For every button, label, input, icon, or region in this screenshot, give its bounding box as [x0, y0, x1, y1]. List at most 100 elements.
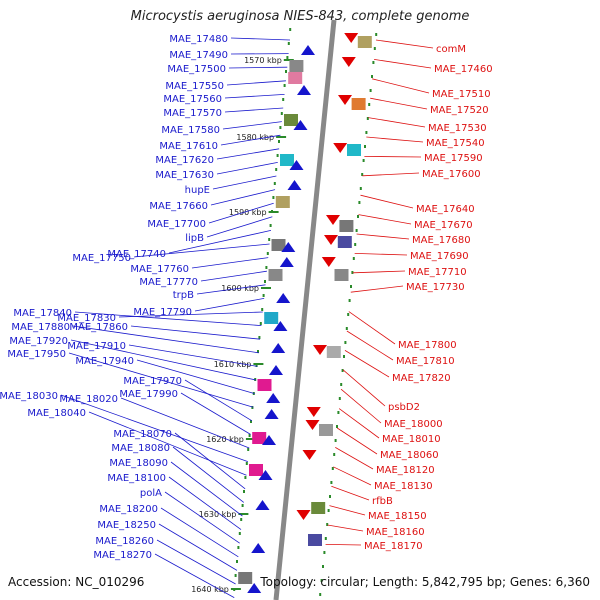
track-dot-right — [333, 453, 336, 456]
left-gene-label: MAE_17560 — [163, 94, 222, 105]
left-gene-label: MAE_17880 — [11, 322, 70, 333]
right-leader-line — [354, 253, 408, 256]
track-dot-right — [319, 593, 322, 596]
track-dot-right — [322, 565, 324, 568]
gene-box-left — [271, 239, 286, 251]
gene-box-right — [311, 502, 326, 514]
track-dot-right — [375, 33, 378, 36]
track-dot-right — [345, 327, 348, 330]
gene-box-left — [238, 572, 253, 584]
left-leader-line — [120, 397, 250, 449]
gene-arrow-left — [293, 120, 308, 130]
gene-arrow-left — [264, 409, 279, 419]
track-dot-left — [259, 322, 262, 325]
left-gene-label: MAE_17950 — [7, 349, 66, 360]
left-leader-line — [156, 539, 236, 585]
right-leader-line — [372, 78, 430, 94]
track-dot-left — [244, 476, 247, 479]
genome-axis — [273, 19, 337, 600]
gene-arrow-left — [266, 393, 281, 403]
right-leader-line — [325, 544, 362, 546]
right-gene-label: MAE_17670 — [414, 220, 473, 231]
left-gene-label: MAE_17790 — [133, 307, 192, 318]
right-gene-label: comM — [436, 44, 466, 55]
left-leader-line — [184, 379, 253, 422]
left-leader-line — [196, 284, 266, 295]
gene-arrow-right — [338, 95, 352, 105]
right-gene-label: MAE_18170 — [364, 541, 423, 552]
kbp-label: 1630 kbp — [199, 510, 237, 519]
track-dot-right — [371, 75, 373, 78]
track-dot-right — [330, 481, 333, 484]
left-leader-line — [210, 189, 276, 206]
left-gene-label: MAE_17970 — [123, 376, 182, 387]
kbp-label: 1580 kbp — [236, 133, 274, 142]
left-leader-line — [216, 148, 280, 160]
left-leader-line — [60, 394, 248, 462]
gene-box-left — [289, 60, 304, 72]
right-gene-label: MAE_17800 — [398, 340, 457, 351]
right-leader-line — [358, 214, 412, 225]
right-leader-line — [368, 117, 426, 128]
right-gene-label: rfbB — [372, 496, 393, 507]
left-leader-line — [158, 523, 238, 571]
right-gene-label: MAE_18150 — [368, 511, 427, 522]
left-leader-line — [168, 230, 272, 254]
right-gene-label: MAE_17600 — [422, 169, 481, 180]
gene-arrow-left — [287, 180, 302, 190]
gene-box-left — [284, 114, 298, 126]
gene-arrow-right — [344, 33, 359, 43]
track-dot-left — [247, 448, 250, 451]
track-dot-right — [327, 509, 330, 512]
track-dot-left — [262, 294, 265, 297]
right-leader-line — [348, 311, 396, 345]
kbp-label: 1590 kbp — [229, 208, 267, 217]
track-dot-right — [364, 145, 366, 148]
gene-box-left — [249, 464, 263, 476]
gene-arrow-left — [281, 242, 296, 252]
track-dot-left — [255, 364, 258, 367]
right-gene-label: MAE_18160 — [366, 527, 425, 538]
left-leader-line — [220, 134, 281, 146]
left-leader-line — [228, 66, 288, 69]
left-gene-label: MAE_17920 — [9, 336, 68, 347]
left-gene-label: MAE_17740 — [107, 249, 166, 260]
track-dot-right — [334, 439, 337, 442]
right-gene-label: MAE_17460 — [434, 64, 493, 75]
left-leader-line — [130, 325, 261, 340]
track-dot-left — [268, 238, 271, 241]
gene-arrow-right — [321, 257, 336, 267]
track-dot-right — [366, 117, 369, 120]
track-dot-left — [278, 140, 280, 143]
left-gene-label: MAE_18250 — [97, 520, 156, 531]
track-dot-right — [359, 187, 362, 190]
track-dot-right — [343, 355, 345, 358]
left-leader-line — [222, 121, 282, 130]
left-gene-label: MAE_17620 — [155, 155, 214, 166]
track-dot-left — [240, 518, 243, 521]
right-leader-line — [327, 524, 364, 532]
kbp-label: 1610 kbp — [214, 360, 252, 369]
left-gene-label: MAE_18200 — [99, 504, 158, 515]
right-leader-line — [356, 233, 410, 240]
left-leader-line — [194, 298, 265, 312]
left-gene-label: MAE_17500 — [167, 64, 226, 75]
track-dot-right — [336, 425, 338, 428]
track-dot-left — [234, 574, 237, 577]
left-gene-label: MAE_18270 — [93, 550, 152, 561]
left-gene-label: MAE_17840 — [13, 308, 72, 319]
track-dot-right — [372, 61, 375, 64]
right-leader-line — [366, 136, 424, 143]
track-dot-right — [355, 229, 358, 232]
left-leader-line — [206, 216, 273, 238]
gene-box-right — [357, 36, 372, 48]
track-dot-right — [338, 397, 341, 400]
track-dot-right — [361, 173, 364, 176]
track-dot-right — [347, 313, 350, 316]
gene-arrow-left — [273, 321, 288, 331]
gene-arrow-right — [333, 143, 348, 153]
gene-arrow-left — [297, 85, 311, 95]
track-dot-left — [286, 56, 289, 59]
left-leader-line — [226, 80, 286, 86]
gene-arrow-right — [324, 235, 338, 245]
